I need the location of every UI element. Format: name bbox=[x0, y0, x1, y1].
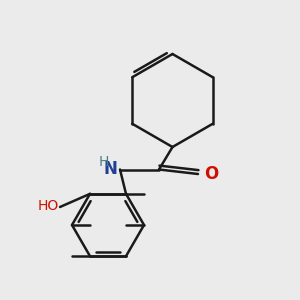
Text: H: H bbox=[98, 155, 109, 169]
Text: HO: HO bbox=[38, 200, 59, 213]
Text: O: O bbox=[205, 165, 219, 183]
Text: N: N bbox=[104, 160, 118, 178]
